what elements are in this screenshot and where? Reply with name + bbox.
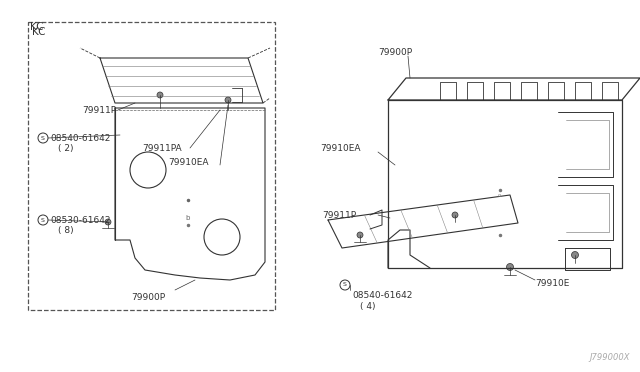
Text: 08540-61642: 08540-61642 [50, 134, 110, 142]
Text: J799000X: J799000X [589, 353, 630, 362]
Text: 08530-61642: 08530-61642 [50, 215, 111, 224]
Circle shape [506, 263, 513, 270]
Circle shape [357, 232, 363, 238]
Circle shape [572, 251, 579, 259]
Text: ( 8): ( 8) [58, 225, 74, 234]
Text: KC: KC [32, 27, 45, 37]
Text: ( 4): ( 4) [360, 301, 376, 311]
Text: 79910EA: 79910EA [320, 144, 360, 153]
Circle shape [452, 212, 458, 218]
Bar [28, 22, 275, 310]
Text: 79910EA: 79910EA [168, 157, 209, 167]
Text: S: S [343, 282, 347, 288]
Text: 79900P: 79900P [378, 48, 412, 57]
Circle shape [157, 92, 163, 98]
Circle shape [105, 219, 111, 225]
Text: ( 2): ( 2) [58, 144, 74, 153]
Text: S: S [41, 135, 45, 141]
Text: 79910E: 79910E [535, 279, 570, 288]
Text: b: b [185, 215, 189, 221]
Text: S: S [41, 218, 45, 222]
Text: 79911P: 79911P [82, 106, 116, 115]
Text: o: o [498, 192, 501, 198]
Circle shape [225, 97, 231, 103]
Text: KC: KC [30, 22, 44, 32]
Text: 79911P: 79911P [322, 211, 356, 219]
Text: 79900P: 79900P [131, 294, 165, 302]
Text: 79911PA: 79911PA [142, 144, 182, 153]
Text: 08540-61642: 08540-61642 [352, 291, 412, 299]
